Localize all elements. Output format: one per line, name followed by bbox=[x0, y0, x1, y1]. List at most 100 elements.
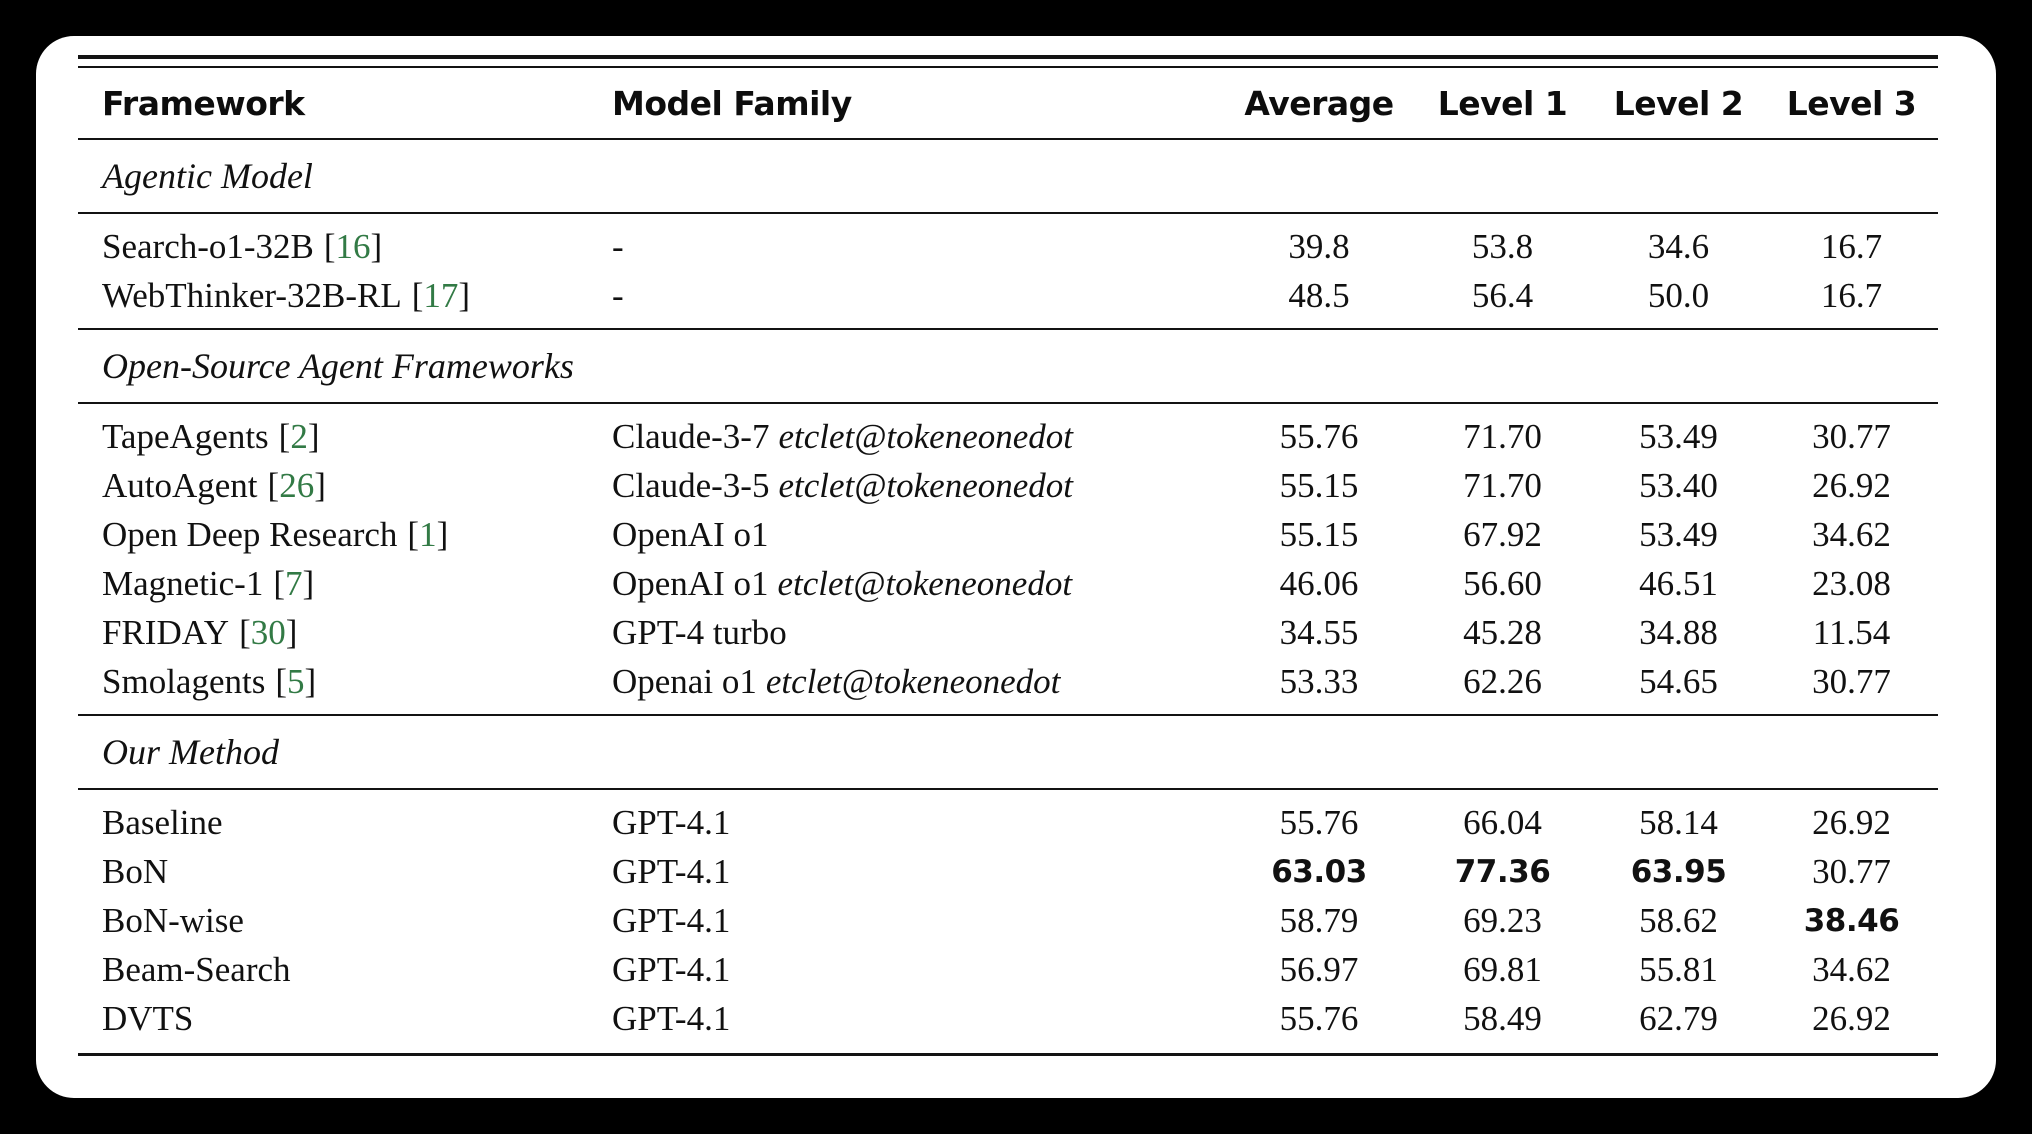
framework-name: BoN-wise bbox=[102, 900, 244, 940]
citation-number[interactable]: 30 bbox=[250, 612, 286, 652]
value-level-3: 30.77 bbox=[1812, 661, 1891, 701]
framework-cell: BoN-wise bbox=[78, 901, 612, 941]
section-rows-open-source: TapeAgents [2] Claude-3-7 etclet@tokeneone… bbox=[78, 404, 1938, 714]
framework-name: WebThinker-32B-RL bbox=[102, 275, 402, 315]
citation-link[interactable]: [5] bbox=[275, 661, 317, 701]
model-suffix: etclet@tokeneonedot bbox=[778, 465, 1074, 505]
citation-number[interactable]: 16 bbox=[335, 226, 371, 266]
value-level-1: 71.70 bbox=[1463, 416, 1542, 456]
citation-number[interactable]: 5 bbox=[286, 661, 305, 701]
citation-link[interactable]: [1] bbox=[407, 514, 449, 554]
model-name: OpenAI o1 bbox=[612, 514, 769, 554]
model-family-cell: GPT-4.1 bbox=[612, 950, 1225, 990]
value-average: 55.76 bbox=[1279, 802, 1359, 842]
value-level-3: 26.92 bbox=[1812, 998, 1891, 1038]
citation-link[interactable]: [16] bbox=[323, 226, 383, 266]
value-level-1: 77.36 bbox=[1454, 853, 1551, 890]
midrule bbox=[78, 714, 1938, 716]
value-level-3: 30.77 bbox=[1812, 851, 1891, 891]
table-row: Beam-Search GPT-4.1 56.97 69.81 55.81 34… bbox=[78, 945, 1938, 994]
value-level-1: 45.28 bbox=[1463, 612, 1542, 652]
citation-link[interactable]: [26] bbox=[267, 465, 326, 505]
value-level-2: 50.0 bbox=[1647, 275, 1710, 315]
citation-number[interactable]: 17 bbox=[423, 275, 459, 315]
framework-name: FRIDAY bbox=[102, 612, 230, 652]
value-level-3: 38.46 bbox=[1803, 902, 1900, 939]
table-row: TapeAgents [2] Claude-3-7 etclet@tokeneone… bbox=[78, 412, 1938, 461]
framework-name: Beam-Search bbox=[102, 949, 291, 989]
value-level-3: 34.62 bbox=[1812, 949, 1891, 989]
framework-cell: Smolagents [5] bbox=[78, 662, 612, 702]
model-family-cell: GPT-4.1 bbox=[612, 999, 1225, 1039]
citation-number[interactable]: 1 bbox=[419, 514, 437, 554]
results-table: Framework Model Family Average Level 1 L… bbox=[78, 55, 1938, 1056]
value-level-1: 67.92 bbox=[1463, 514, 1542, 554]
model-name: OpenAI o1 bbox=[612, 563, 769, 603]
citation-link[interactable]: [17] bbox=[411, 275, 471, 315]
model-family-cell: Claude-3-5 etclet@tokeneonedot bbox=[612, 466, 1225, 506]
framework-name: Smolagents bbox=[102, 661, 266, 701]
citation-number[interactable]: 7 bbox=[284, 563, 303, 603]
framework-cell: Search-o1-32B [16] bbox=[78, 227, 612, 267]
header-framework: Framework bbox=[102, 83, 305, 123]
model-name: GPT-4.1 bbox=[612, 802, 731, 842]
citation-link[interactable]: [30] bbox=[239, 612, 298, 652]
model-family-cell: GPT-4.1 bbox=[612, 852, 1225, 892]
model-family-cell: - bbox=[612, 227, 1225, 267]
framework-cell: Beam-Search bbox=[78, 950, 612, 990]
model-family-cell: Openai o1 etclet@tokeneonedot bbox=[612, 662, 1225, 702]
value-level-3: 16.7 bbox=[1820, 275, 1883, 315]
model-family-cell: - bbox=[612, 276, 1225, 316]
table-row: Smolagents [5] Openai o1 etclet@tokeneoned… bbox=[78, 657, 1938, 706]
model-name: Claude-3-7 bbox=[612, 416, 770, 456]
value-average: 39.8 bbox=[1288, 226, 1350, 266]
value-level-2: 55.81 bbox=[1639, 949, 1718, 989]
value-average: 55.15 bbox=[1279, 465, 1359, 505]
value-level-3: 23.08 bbox=[1812, 563, 1891, 603]
model-family-cell: Claude-3-7 etclet@tokeneonedot bbox=[612, 417, 1225, 457]
value-average: 58.79 bbox=[1279, 900, 1359, 940]
value-level-1: 66.04 bbox=[1463, 802, 1542, 842]
value-average: 46.06 bbox=[1279, 563, 1359, 603]
section-title-open-source: Open-Source Agent Frameworks bbox=[102, 346, 574, 386]
citation-link[interactable]: [2] bbox=[278, 416, 320, 456]
value-level-2: 62.79 bbox=[1639, 998, 1718, 1038]
model-name: GPT-4.1 bbox=[612, 900, 731, 940]
model-family-cell: OpenAI o1 etclet@tokeneonedot bbox=[612, 564, 1225, 604]
value-average: 63.03 bbox=[1271, 853, 1367, 890]
top-rule-thick bbox=[78, 55, 1938, 59]
header-level-2: Level 2 bbox=[1613, 83, 1744, 123]
model-family-cell: OpenAI o1 bbox=[612, 515, 1225, 555]
table-header-row: Framework Model Family Average Level 1 L… bbox=[78, 68, 1938, 138]
framework-cell: WebThinker-32B-RL [17] bbox=[78, 276, 612, 316]
value-average: 56.97 bbox=[1279, 949, 1359, 989]
model-family-cell: GPT-4.1 bbox=[612, 901, 1225, 941]
citation-number[interactable]: 26 bbox=[279, 465, 315, 505]
framework-name: AutoAgent bbox=[102, 465, 258, 505]
framework-name: TapeAgents bbox=[102, 416, 269, 456]
framework-cell: BoN bbox=[78, 852, 612, 892]
midrule bbox=[78, 138, 1938, 140]
framework-name: DVTS bbox=[102, 998, 194, 1038]
table-row: Open Deep Research [1] OpenAI o1 55.15 67… bbox=[78, 510, 1938, 559]
value-average: 53.33 bbox=[1279, 661, 1359, 701]
table-row: AutoAgent [26] Claude-3-5 etclet@tokeneone… bbox=[78, 461, 1938, 510]
framework-name: Baseline bbox=[102, 802, 223, 842]
framework-cell: Magnetic-1 [7] bbox=[78, 564, 612, 604]
header-level-3: Level 3 bbox=[1786, 83, 1917, 123]
bottom-rule bbox=[78, 1053, 1938, 1056]
citation-link[interactable]: [7] bbox=[273, 563, 315, 603]
value-level-3: 34.62 bbox=[1812, 514, 1891, 554]
framework-name: Open Deep Research bbox=[102, 514, 398, 554]
section-rows-our-method: Baseline GPT-4.1 55.76 66.04 58.14 26.92… bbox=[78, 790, 1938, 1053]
citation-number[interactable]: 2 bbox=[290, 416, 308, 456]
value-level-2: 53.49 bbox=[1639, 514, 1718, 554]
value-level-2: 53.40 bbox=[1639, 465, 1718, 505]
model-suffix: etclet@tokeneonedot bbox=[765, 661, 1061, 701]
value-level-3: 26.92 bbox=[1812, 465, 1891, 505]
header-average: Average bbox=[1244, 83, 1394, 123]
model-name: GPT-4.1 bbox=[612, 949, 731, 989]
value-average: 55.15 bbox=[1279, 514, 1359, 554]
value-level-1: 69.81 bbox=[1463, 949, 1542, 989]
table-row: BoN-wise GPT-4.1 58.79 69.23 58.62 38.46 bbox=[78, 896, 1938, 945]
